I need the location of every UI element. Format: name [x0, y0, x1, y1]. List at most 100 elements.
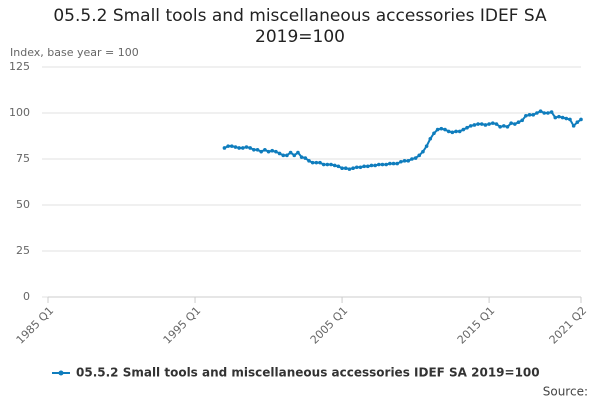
point [329, 162, 333, 167]
point [505, 125, 510, 129]
point [277, 151, 282, 156]
point [432, 131, 436, 136]
point [549, 110, 554, 114]
y-tick-label: 100 [9, 106, 30, 119]
point [457, 129, 462, 134]
y-tick-label: 50 [16, 198, 30, 211]
point [229, 144, 234, 148]
point [226, 144, 230, 148]
point [354, 165, 359, 170]
point [513, 122, 517, 126]
point [336, 164, 341, 169]
point [535, 111, 539, 115]
point [380, 162, 385, 167]
point [490, 121, 495, 125]
series-line [223, 110, 582, 171]
point [502, 124, 506, 128]
point [263, 148, 267, 152]
point [487, 122, 491, 126]
point [362, 164, 366, 169]
point [340, 166, 344, 170]
point [288, 150, 293, 155]
x-tick-label: 1995 Q1 [161, 304, 204, 347]
x-tick-label: 2005 Q1 [308, 304, 351, 347]
point [564, 116, 569, 121]
point [575, 120, 580, 124]
point [366, 164, 370, 169]
point [377, 162, 381, 167]
point [369, 163, 374, 168]
point [450, 130, 455, 135]
point [494, 122, 499, 126]
point [343, 166, 348, 170]
point [303, 156, 308, 160]
point [292, 153, 297, 158]
point [435, 127, 440, 132]
point [571, 124, 576, 128]
point [498, 125, 502, 129]
point [546, 111, 550, 115]
x-tick-label: 1985 Q1 [14, 304, 57, 347]
y-tick-label: 0 [23, 290, 30, 303]
point [248, 146, 252, 150]
point [274, 149, 278, 154]
point [524, 113, 528, 118]
point [310, 160, 315, 165]
y-tick-label: 75 [16, 152, 30, 165]
point [472, 123, 477, 127]
point [237, 146, 241, 150]
point [413, 156, 418, 160]
y-tick-label: 25 [16, 244, 30, 257]
point [347, 167, 352, 171]
point [266, 149, 271, 154]
point [233, 145, 238, 149]
legend-marker [58, 370, 64, 376]
point [443, 127, 447, 132]
point [527, 113, 532, 117]
point [332, 163, 337, 168]
point [424, 144, 429, 148]
point [391, 161, 396, 166]
point [285, 153, 289, 158]
point [465, 125, 469, 130]
point [579, 117, 583, 122]
point [259, 149, 264, 154]
point [520, 118, 524, 123]
point [252, 148, 256, 152]
point [402, 159, 407, 163]
point [439, 126, 444, 131]
x-tick-label: 2021 Q2 [547, 304, 590, 347]
point [384, 162, 388, 167]
y-axis-label: Index, base year = 100 [10, 46, 139, 59]
point [553, 115, 558, 120]
point [314, 160, 319, 165]
point [428, 136, 433, 141]
point [509, 121, 513, 125]
point [483, 123, 488, 127]
point [461, 127, 466, 132]
source: Source: [543, 385, 588, 399]
legend-label: 05.5.2 Small tools and miscellaneous acc… [76, 366, 540, 380]
point [321, 162, 326, 167]
point [538, 109, 543, 113]
point [446, 129, 451, 134]
point [388, 161, 392, 166]
point [244, 145, 249, 149]
point [476, 122, 480, 126]
point [281, 153, 286, 158]
point [395, 161, 400, 166]
point [318, 160, 322, 165]
point [270, 148, 275, 153]
point [406, 159, 411, 163]
point [351, 166, 355, 170]
point [516, 120, 521, 124]
point [417, 153, 422, 158]
point [399, 159, 403, 164]
point [410, 157, 414, 161]
point [557, 114, 561, 119]
point [468, 124, 473, 128]
point [373, 163, 377, 168]
point [241, 146, 245, 150]
